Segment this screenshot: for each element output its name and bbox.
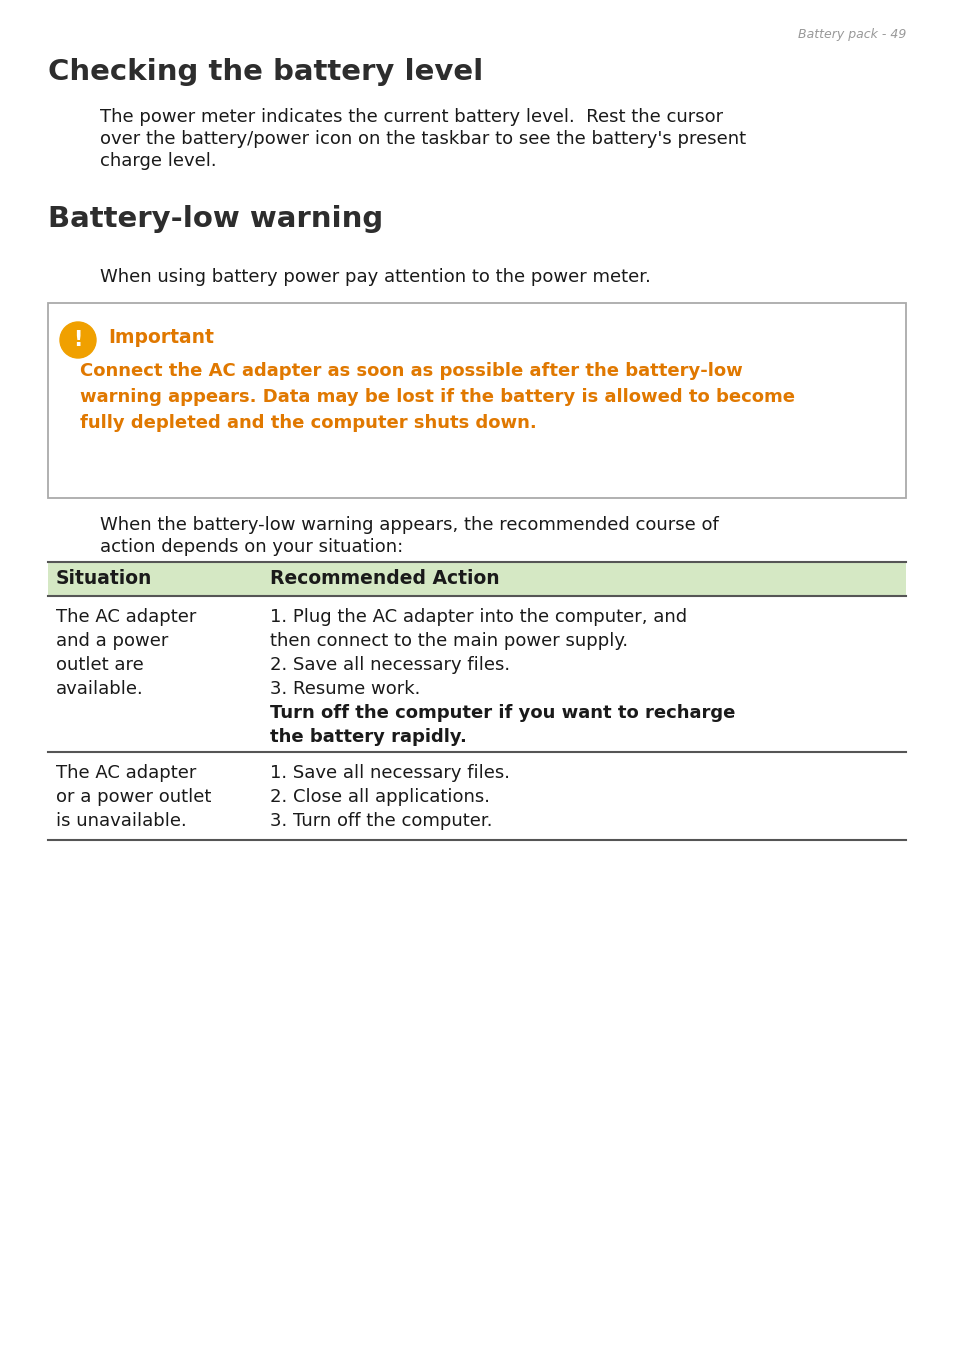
Text: then connect to the main power supply.: then connect to the main power supply. [270, 631, 627, 650]
Text: Turn off the computer if you want to recharge: Turn off the computer if you want to rec… [270, 704, 735, 722]
Text: When the battery-low warning appears, the recommended course of: When the battery-low warning appears, th… [100, 516, 718, 534]
Text: 3. Turn off the computer.: 3. Turn off the computer. [270, 813, 492, 830]
Text: 3. Resume work.: 3. Resume work. [270, 680, 420, 698]
Text: available.: available. [56, 680, 144, 698]
Bar [48, 562, 905, 596]
Text: Important: Important [108, 329, 213, 347]
Bar [48, 303, 905, 498]
Text: Connect the AC adapter as soon as possible after the battery-low: Connect the AC adapter as soon as possib… [80, 362, 742, 380]
Text: Situation: Situation [56, 569, 152, 588]
Text: fully depleted and the computer shuts down.: fully depleted and the computer shuts do… [80, 414, 537, 433]
Text: action depends on your situation:: action depends on your situation: [100, 538, 403, 556]
Text: and a power: and a power [56, 631, 168, 650]
Text: over the battery/power icon on the taskbar to see the battery's present: over the battery/power icon on the taskb… [100, 130, 745, 147]
Text: Battery-low warning: Battery-low warning [48, 206, 383, 233]
Text: outlet are: outlet are [56, 656, 144, 675]
Text: the battery rapidly.: the battery rapidly. [270, 727, 466, 746]
Text: is unavailable.: is unavailable. [56, 813, 187, 830]
Text: warning appears. Data may be lost if the battery is allowed to become: warning appears. Data may be lost if the… [80, 388, 794, 406]
Text: 1. Save all necessary files.: 1. Save all necessary files. [270, 764, 510, 781]
Text: 2. Save all necessary files.: 2. Save all necessary files. [270, 656, 510, 675]
Circle shape [60, 322, 96, 358]
Text: The AC adapter: The AC adapter [56, 608, 196, 626]
Text: charge level.: charge level. [100, 151, 216, 170]
Text: The power meter indicates the current battery level.  Rest the cursor: The power meter indicates the current ba… [100, 108, 722, 126]
Text: When using battery power pay attention to the power meter.: When using battery power pay attention t… [100, 268, 650, 287]
Text: Recommended Action: Recommended Action [270, 569, 499, 588]
Text: !: ! [73, 330, 83, 350]
Text: The AC adapter: The AC adapter [56, 764, 196, 781]
Text: or a power outlet: or a power outlet [56, 788, 212, 806]
Text: Battery pack - 49: Battery pack - 49 [797, 28, 905, 41]
Text: Checking the battery level: Checking the battery level [48, 58, 483, 87]
Text: 2. Close all applications.: 2. Close all applications. [270, 788, 490, 806]
Text: 1. Plug the AC adapter into the computer, and: 1. Plug the AC adapter into the computer… [270, 608, 686, 626]
